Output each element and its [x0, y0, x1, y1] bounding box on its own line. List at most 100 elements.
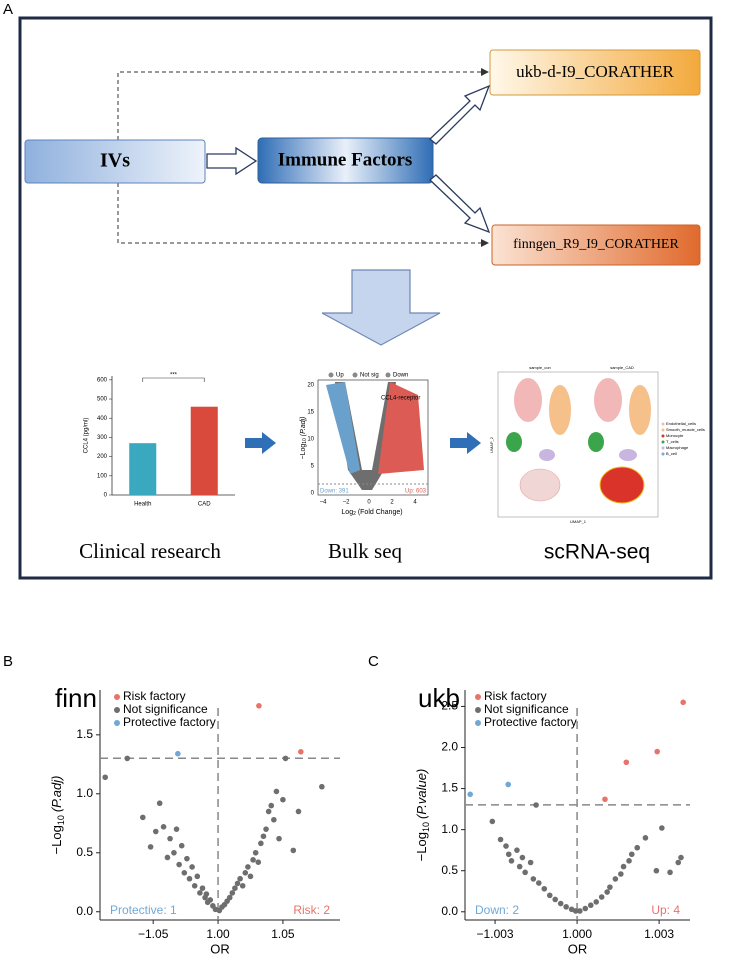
label-part: (Fold Change) [356, 509, 403, 516]
point [497, 836, 504, 843]
bar [190, 406, 218, 495]
label-sub: 2 [353, 511, 356, 517]
point [147, 844, 154, 850]
point [623, 759, 630, 766]
point [654, 748, 660, 755]
cluster [619, 449, 637, 461]
y-tick-label: 200 [97, 454, 108, 460]
point [557, 900, 564, 907]
small-arrow [245, 432, 276, 454]
point [519, 854, 526, 861]
x-axis-label: UMAP_1 [570, 519, 587, 524]
label-part: (P.adj) [300, 416, 307, 438]
y-axis-label: −Log10 (P.adj) [49, 776, 66, 855]
point [203, 891, 210, 897]
legend-marker [661, 422, 665, 426]
x-tick-label: 0 [367, 500, 371, 506]
legend-marker [114, 707, 120, 713]
x-tick-label: −1.003 [477, 927, 514, 941]
point [290, 847, 297, 854]
y-axis-label: CCL4 (pg/ml) [84, 418, 90, 454]
point [505, 781, 511, 788]
caption: Bulk seq [328, 539, 403, 563]
small-arrow [450, 432, 481, 454]
cluster [549, 385, 571, 435]
legend-label: Protective factory [123, 715, 216, 729]
left-note: Protective: 1 [110, 903, 177, 917]
point [152, 828, 159, 835]
point [189, 864, 195, 870]
node-box [489, 49, 701, 96]
x-tick-label: Health [134, 502, 151, 508]
y-tick-label: 300 [97, 435, 108, 441]
point [207, 897, 214, 903]
significance-bracket [142, 377, 205, 382]
point [199, 885, 206, 891]
point [191, 882, 198, 889]
point [263, 826, 269, 832]
label-sub: 10 [56, 815, 66, 825]
point [239, 882, 246, 889]
legend-label: Not significance [123, 702, 208, 716]
point [276, 835, 282, 842]
right-note: Up: 4 [651, 903, 680, 917]
point [176, 861, 182, 868]
x-tick-label: 1.003 [644, 927, 674, 941]
panel-label: C [368, 653, 379, 670]
point [489, 818, 496, 825]
legend-label: Protective factory [484, 715, 577, 729]
legend-marker [475, 694, 481, 700]
legend-label: B_cell [666, 451, 677, 456]
y-tick-label: 5 [311, 464, 315, 470]
point [552, 896, 559, 903]
big-arrow [321, 269, 441, 346]
right-note: Risk: 2 [293, 903, 330, 917]
point [612, 876, 619, 882]
point [577, 908, 583, 914]
point [659, 825, 665, 831]
dashed-arrow [117, 68, 489, 140]
down-note: Down: 391 [320, 489, 349, 495]
label-part: Log [341, 509, 353, 516]
umap-inset: sample_con sample_CAD UMAP_1 UMAP_2 Endo… [489, 365, 705, 524]
point [536, 880, 542, 886]
point [653, 867, 660, 874]
point [298, 749, 304, 755]
point [678, 854, 684, 861]
point [160, 824, 167, 830]
panel-label: B [3, 653, 13, 670]
y-tick-label: 1.0 [441, 822, 458, 836]
x-tick-label: −2 [343, 500, 351, 506]
legend-label: Not sig [360, 373, 379, 379]
legend-marker [661, 452, 665, 456]
point [602, 796, 608, 803]
node-label: ukb-d-I9_CORATHER [516, 62, 674, 81]
legend-marker [475, 720, 481, 726]
point [226, 894, 233, 901]
legend-label: Risk factory [123, 689, 186, 703]
point [242, 870, 249, 876]
y-axis-label: −Log10 (P.value) [414, 769, 431, 862]
y-axis-label: −Log10 (P.adj) [300, 416, 308, 459]
legend-marker [661, 440, 665, 444]
point [587, 902, 594, 909]
y-tick-label: 1.5 [76, 727, 93, 741]
y-tick-label: 0.5 [76, 845, 93, 859]
point [252, 849, 259, 856]
legend-label: Up [336, 373, 344, 379]
legend-label: Not significance [484, 702, 569, 716]
point [234, 880, 241, 887]
y-tick-label: 0 [104, 493, 108, 499]
legend-marker [114, 720, 120, 726]
caption: scRNA-seq [544, 541, 650, 564]
point [260, 833, 267, 840]
point [175, 750, 181, 757]
legend-marker [114, 694, 120, 700]
y-tick-label: 400 [97, 416, 108, 422]
label-part: (P.value) [414, 769, 429, 819]
x-axis-label: OR [568, 941, 588, 956]
label-part: −Log [49, 825, 64, 854]
dashed-arrow [117, 183, 489, 247]
point [522, 869, 528, 876]
